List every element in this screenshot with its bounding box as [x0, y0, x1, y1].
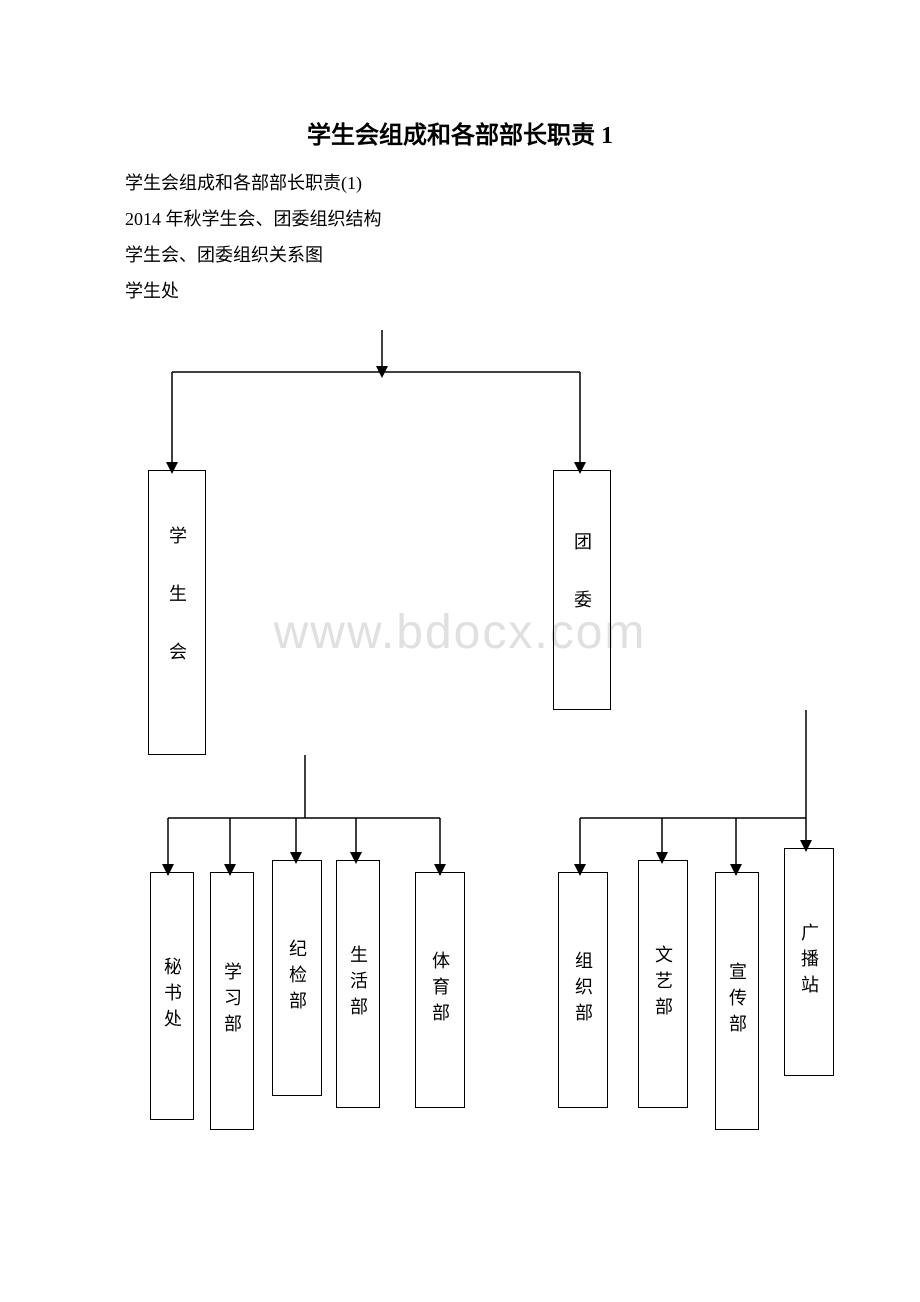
text-line: 学生会组成和各部部长职责(1) [125, 165, 920, 201]
page-title: 学生会组成和各部部长职责 1 [0, 0, 920, 165]
text-line: 学生处 [125, 273, 920, 309]
text-line: 2014 年秋学生会、团委组织结构 [125, 201, 920, 237]
text-line: 学生会、团委组织关系图 [125, 237, 920, 273]
org-chart: 学生会团委秘书处学习部纪检部生活部体育部组织部文艺部宣传部广播站 [0, 330, 920, 1230]
intro-text: 学生会组成和各部部长职责(1) 2014 年秋学生会、团委组织结构 学生会、团委… [0, 165, 920, 309]
connector-lines [0, 330, 920, 1230]
